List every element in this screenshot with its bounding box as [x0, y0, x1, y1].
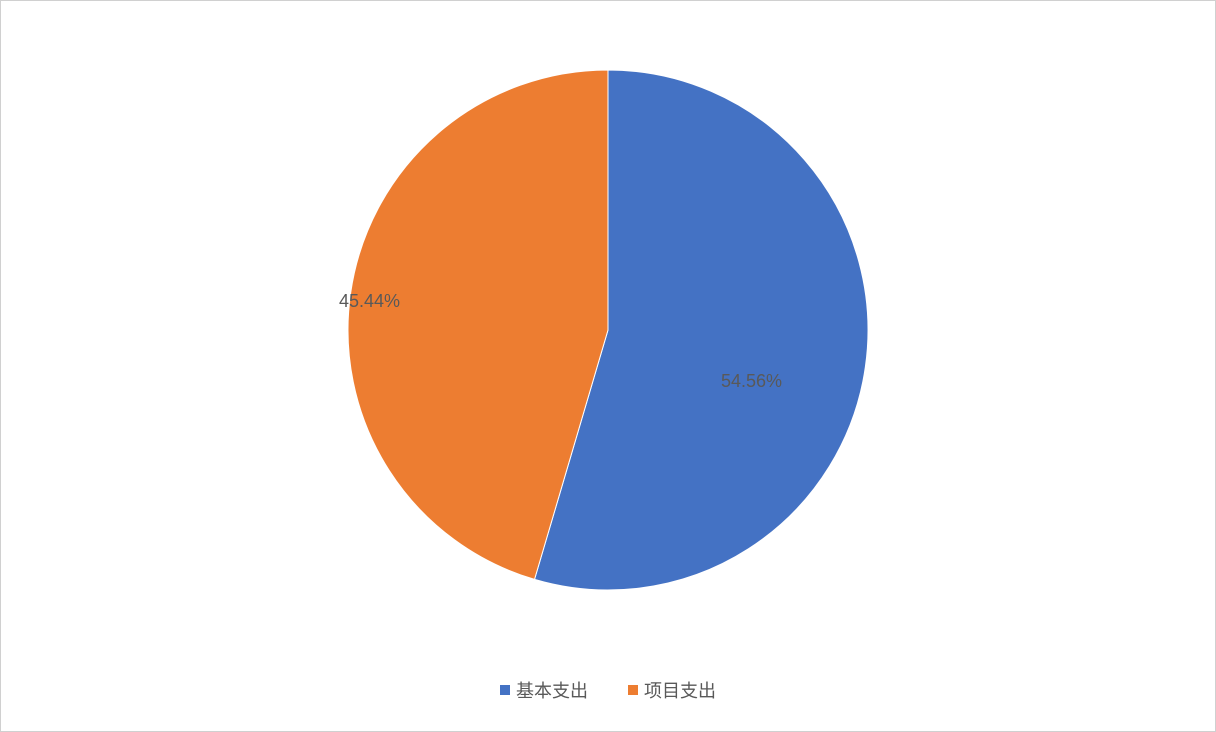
legend-label: 项目支出	[644, 677, 716, 703]
legend-item-2: 项目支出	[628, 677, 716, 703]
pie-svg	[348, 70, 868, 590]
legend-marker-icon	[628, 685, 638, 695]
chart-legend: 基本支出 项目支出	[500, 677, 716, 703]
legend-marker-icon	[500, 685, 510, 695]
pie-wrapper	[348, 70, 868, 590]
legend-item-1: 基本支出	[500, 677, 588, 703]
data-label-slice-2: 45.44%	[339, 291, 400, 312]
data-label-slice-1: 54.56%	[721, 371, 782, 392]
legend-label: 基本支出	[516, 677, 588, 703]
pie-chart-container: 54.56% 45.44% 基本支出 项目支出	[0, 0, 1216, 732]
